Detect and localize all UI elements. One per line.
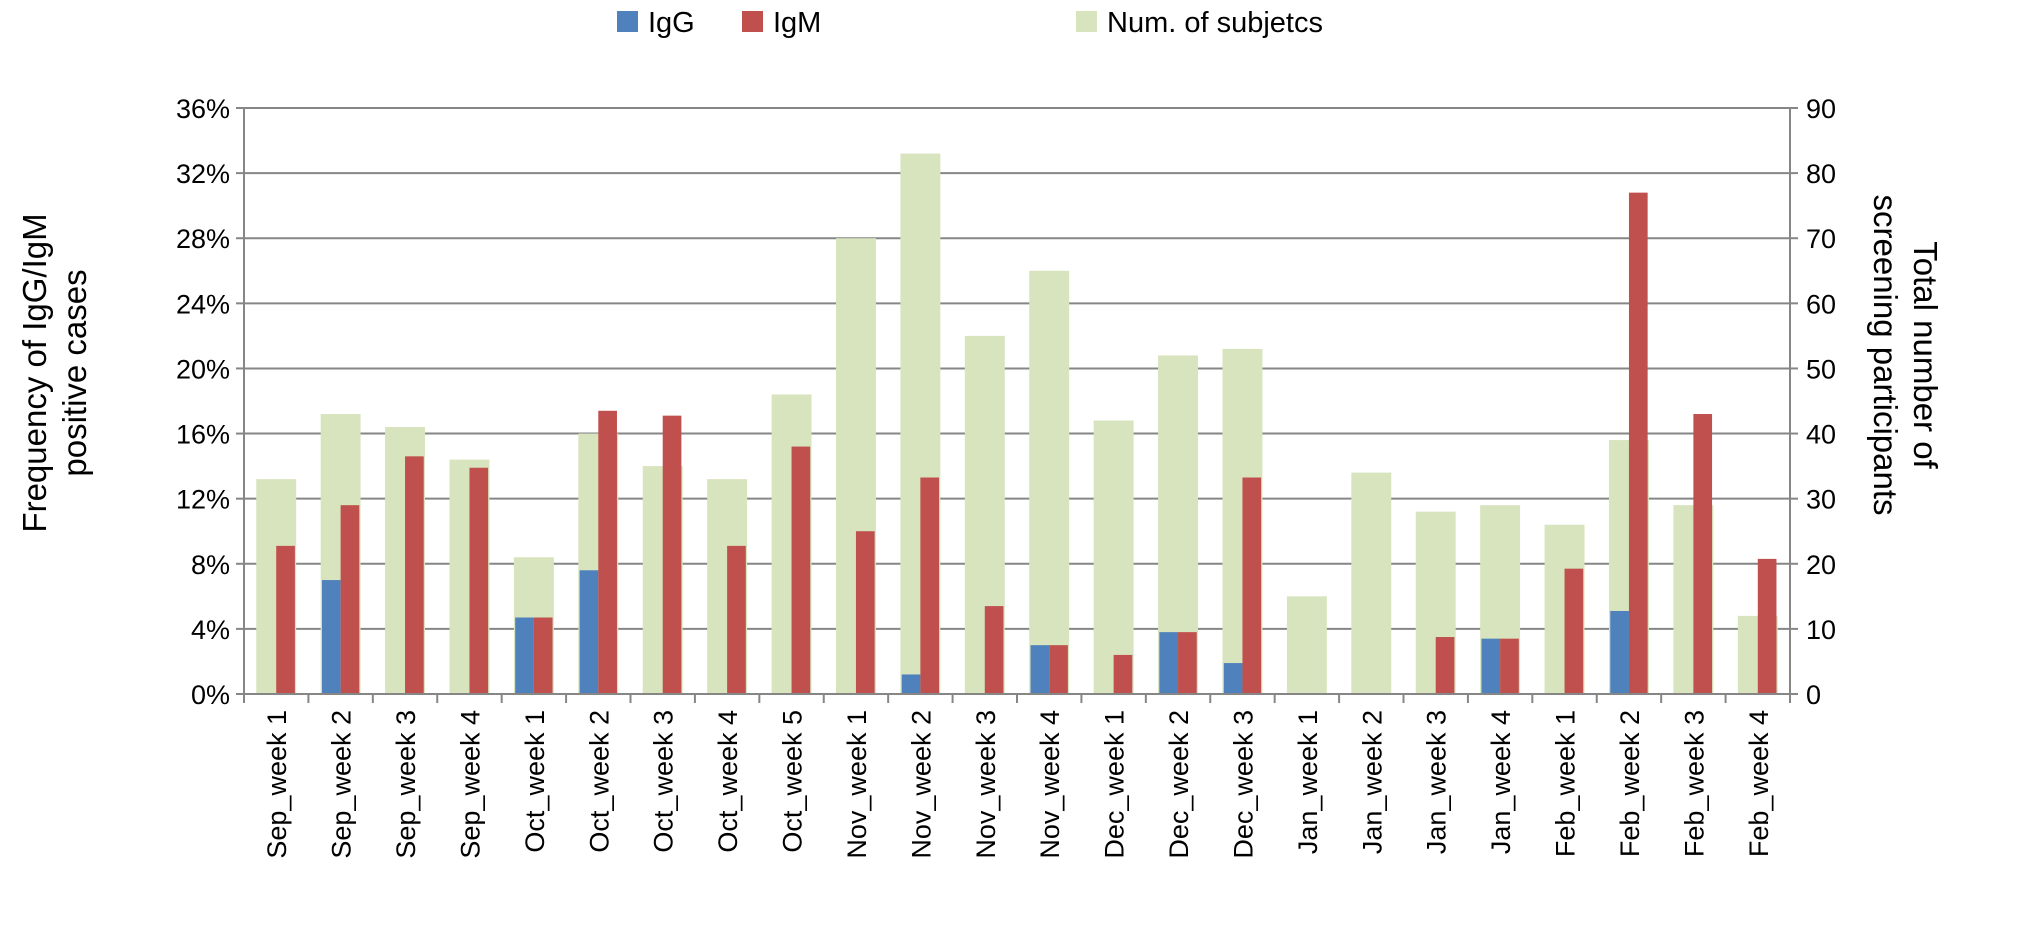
right-tick-label: 10 [1806, 615, 1836, 645]
igm-bar [598, 410, 617, 694]
right-tick-label: 60 [1806, 289, 1836, 319]
left-tick-label: 24% [176, 289, 230, 319]
igm-bar [1628, 192, 1648, 694]
subjects-bar [1093, 420, 1134, 694]
category-label: Feb_week 4 [1744, 710, 1774, 857]
igm-bar [1435, 637, 1455, 694]
subjects-bar [1286, 596, 1327, 694]
left-axis-ticks: 0% 4% 8% 12% 16% 20% 24% 28% 32% 36% [176, 94, 230, 710]
right-tick-label: 50 [1806, 354, 1836, 384]
right-axis-title-line-2: screening participants [1867, 194, 1904, 515]
category-label: Oct_week 2 [584, 710, 614, 853]
legend-swatch-igg [617, 11, 638, 32]
left-tick-label: 16% [176, 420, 230, 450]
category-label: Jan_week 2 [1357, 710, 1387, 854]
category-label: Oct_week 5 [778, 710, 808, 853]
igg-bar [1030, 645, 1050, 694]
category-label: Oct_week 1 [520, 710, 550, 853]
category-label: Sep_week 2 [327, 710, 357, 859]
igg-bar [1610, 610, 1629, 694]
igm-bar [1113, 654, 1133, 694]
igg-bar [321, 580, 341, 694]
category-label: Feb_week 2 [1615, 710, 1645, 857]
left-tick-label: 8% [191, 550, 230, 580]
igm-bar [791, 446, 811, 694]
category-label: Oct_week 3 [649, 710, 679, 853]
right-tick-label: 40 [1806, 420, 1836, 450]
igm-bar [920, 477, 940, 694]
right-axis-title-line-1: Total number of [1907, 241, 1944, 469]
igg-bars [321, 570, 1629, 694]
category-label: Jan_week 1 [1293, 710, 1323, 854]
category-label: Dec_week 3 [1228, 710, 1258, 859]
left-tick-label: 4% [191, 615, 230, 645]
left-tick-label: 0% [191, 680, 230, 710]
left-tick-label: 12% [176, 485, 230, 515]
category-label: Feb_week 3 [1679, 710, 1709, 857]
igm-bar [1242, 477, 1262, 694]
category-label: Feb_week 1 [1551, 710, 1581, 857]
legend: IgG IgM Num. of subjetcs [617, 7, 1323, 39]
gridlines [244, 107, 1790, 630]
igm-bar [855, 531, 875, 694]
legend-swatch-igm [742, 11, 763, 32]
category-label: Jan_week 4 [1486, 710, 1516, 854]
left-tick-label: 36% [176, 94, 230, 124]
right-tick-label: 90 [1806, 94, 1836, 124]
category-label: Sep_week 3 [391, 710, 421, 859]
igg-bar [515, 617, 534, 694]
legend-label-subjects: Num. of subjetcs [1107, 7, 1323, 39]
igm-bar [1564, 568, 1584, 694]
subjects-bar [1029, 270, 1070, 694]
left-axis-title-line-1: Frequency of IgG/IgM [16, 213, 53, 532]
category-label: Nov_week 3 [971, 710, 1001, 859]
category-label: Jan_week 3 [1422, 710, 1452, 854]
igm-bar [1757, 558, 1777, 694]
igm-bar [276, 545, 295, 694]
right-tick-label: 30 [1806, 485, 1836, 515]
igm-bar [405, 456, 424, 694]
igg-bar [1159, 632, 1179, 694]
igm-bar [1500, 638, 1519, 694]
igm-bar [1693, 414, 1713, 694]
igm-bar [533, 617, 553, 694]
category-label: Nov_week 1 [842, 710, 872, 859]
category-label: Sep_week 4 [455, 710, 485, 859]
igm-bar [340, 505, 360, 694]
left-tick-label: 28% [176, 224, 230, 254]
igm-bar [727, 545, 746, 694]
left-tick-label: 20% [176, 354, 230, 384]
right-axis-ticks: 0 10 20 30 40 50 60 70 80 90 [1806, 94, 1836, 710]
category-label: Dec_week 2 [1164, 710, 1194, 859]
axes [236, 107, 1798, 703]
igm-bar [469, 467, 489, 694]
igm-bar [1178, 632, 1197, 694]
right-tick-label: 80 [1806, 159, 1836, 189]
right-tick-label: 0 [1806, 680, 1821, 710]
igg-bar [579, 570, 599, 694]
igg-bar [1223, 663, 1243, 694]
igm-bar [1049, 645, 1068, 694]
category-label: Nov_week 2 [906, 710, 936, 859]
subjects-bar [1351, 472, 1392, 694]
igm-bars [276, 192, 1777, 694]
category-labels: Sep_week 1 Sep_week 2 Sep_week 3 Sep_week 4… [262, 710, 1774, 859]
category-label: Sep_week 1 [262, 710, 292, 859]
category-label: Dec_week 1 [1100, 710, 1130, 859]
legend-label-igm: IgM [773, 7, 821, 39]
left-tick-label: 32% [176, 159, 230, 189]
left-axis-title-line-2: positive cases [56, 269, 93, 476]
igg-bar [901, 674, 921, 694]
category-label: Nov_week 4 [1035, 710, 1065, 859]
igg-bar [1481, 638, 1501, 694]
igm-bar [984, 606, 1004, 694]
right-tick-label: 70 [1806, 224, 1836, 254]
right-tick-label: 20 [1806, 550, 1836, 580]
igm-bar [662, 415, 682, 694]
legend-swatch-subjects [1076, 11, 1097, 32]
category-label: Oct_week 4 [713, 710, 743, 853]
legend-label-igg: IgG [648, 7, 695, 39]
